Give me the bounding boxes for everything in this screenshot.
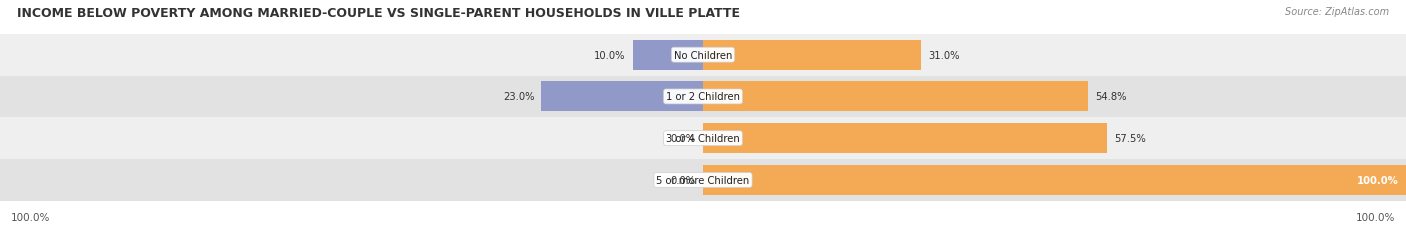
Text: 57.5%: 57.5% [1115, 134, 1146, 144]
Text: INCOME BELOW POVERTY AMONG MARRIED-COUPLE VS SINGLE-PARENT HOUSEHOLDS IN VILLE P: INCOME BELOW POVERTY AMONG MARRIED-COUPL… [17, 7, 740, 20]
Text: 5 or more Children: 5 or more Children [657, 175, 749, 185]
Text: 10.0%: 10.0% [595, 50, 626, 61]
Text: 1 or 2 Children: 1 or 2 Children [666, 92, 740, 102]
Text: 23.0%: 23.0% [503, 92, 534, 102]
Text: 100.0%: 100.0% [1355, 212, 1395, 222]
Text: No Children: No Children [673, 50, 733, 61]
Text: 31.0%: 31.0% [928, 50, 959, 61]
Bar [0, 118, 1406, 159]
Bar [0, 76, 1406, 118]
Text: 54.8%: 54.8% [1095, 92, 1126, 102]
Bar [703, 124, 1108, 154]
Bar [703, 40, 921, 70]
Bar [0, 35, 1406, 76]
Text: 0.0%: 0.0% [671, 175, 696, 185]
Text: 100.0%: 100.0% [1357, 175, 1399, 185]
Bar [0, 159, 1406, 201]
Bar [703, 82, 1088, 112]
Bar [541, 82, 703, 112]
Bar [633, 40, 703, 70]
Bar [703, 165, 1406, 195]
Text: 0.0%: 0.0% [671, 134, 696, 144]
Text: 3 or 4 Children: 3 or 4 Children [666, 134, 740, 144]
Text: Source: ZipAtlas.com: Source: ZipAtlas.com [1285, 7, 1389, 17]
Text: 100.0%: 100.0% [11, 212, 51, 222]
